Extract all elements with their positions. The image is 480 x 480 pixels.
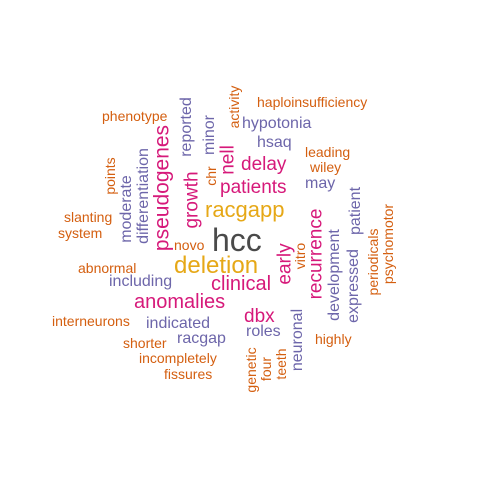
word-deletion: deletion: [174, 252, 259, 279]
word-may: may: [305, 175, 336, 192]
word-racgapp: racgapp: [205, 197, 285, 222]
word-moderate: moderate: [118, 175, 135, 243]
word-hcc: hcc: [212, 222, 262, 258]
word-leading: leading: [305, 144, 351, 160]
word-patients: patients: [220, 177, 287, 198]
word-shorter: shorter: [123, 335, 167, 351]
word-chr: chr: [203, 166, 219, 186]
word-points: points: [102, 157, 118, 195]
word-teeth: teeth: [273, 348, 289, 380]
word-activity: activity: [226, 85, 242, 129]
word-hypotonia: hypotonia: [242, 115, 312, 132]
word-phenotype: phenotype: [102, 108, 168, 124]
word-periodicals: periodicals: [365, 228, 381, 296]
word-roles: roles: [246, 323, 281, 340]
word-recurrence: recurrence: [305, 208, 327, 300]
word-indicated: indicated: [146, 315, 211, 332]
word-reported: reported: [178, 97, 195, 157]
word-growth: growth: [181, 171, 203, 229]
word-differentiation: differentiation: [135, 148, 152, 244]
word-neuronal: neuronal: [289, 308, 306, 372]
word-novo: novo: [174, 237, 205, 253]
word-including: including: [109, 273, 173, 290]
word-four: four: [258, 356, 274, 382]
word-vitro: vitro: [292, 242, 308, 270]
word-delay: delay: [241, 154, 287, 175]
word-haploinsufficiency: haploinsufficiency: [257, 94, 368, 110]
word-hsaq: hsaq: [257, 134, 292, 151]
word-psychomotor: psychomotor: [380, 203, 396, 285]
word-dbx: dbx: [244, 306, 275, 327]
word-racgap: racgap: [177, 330, 226, 347]
word-pseudogenes: pseudogenes: [150, 124, 174, 252]
word-abnormal: abnormal: [78, 260, 137, 276]
word-developed: development: [326, 229, 343, 321]
word-system: system: [58, 225, 103, 241]
word-minor: minor: [201, 114, 218, 156]
word-interneurons: interneurons: [52, 313, 130, 329]
word-patient: patient: [347, 186, 364, 236]
word-clinical: clinical: [211, 273, 272, 295]
word-nell: nell: [217, 145, 239, 175]
word-highly: highly: [315, 331, 352, 347]
word-expressed: expressed: [345, 249, 362, 323]
word-fissures: fissures: [164, 366, 213, 382]
word-genetic: genetic: [243, 347, 259, 393]
word-slanting: slanting: [64, 209, 113, 225]
word-incompletely: incompletely: [139, 350, 217, 366]
word-anomalies: anomalies: [134, 291, 226, 313]
word-wiley: wiley: [310, 159, 342, 175]
